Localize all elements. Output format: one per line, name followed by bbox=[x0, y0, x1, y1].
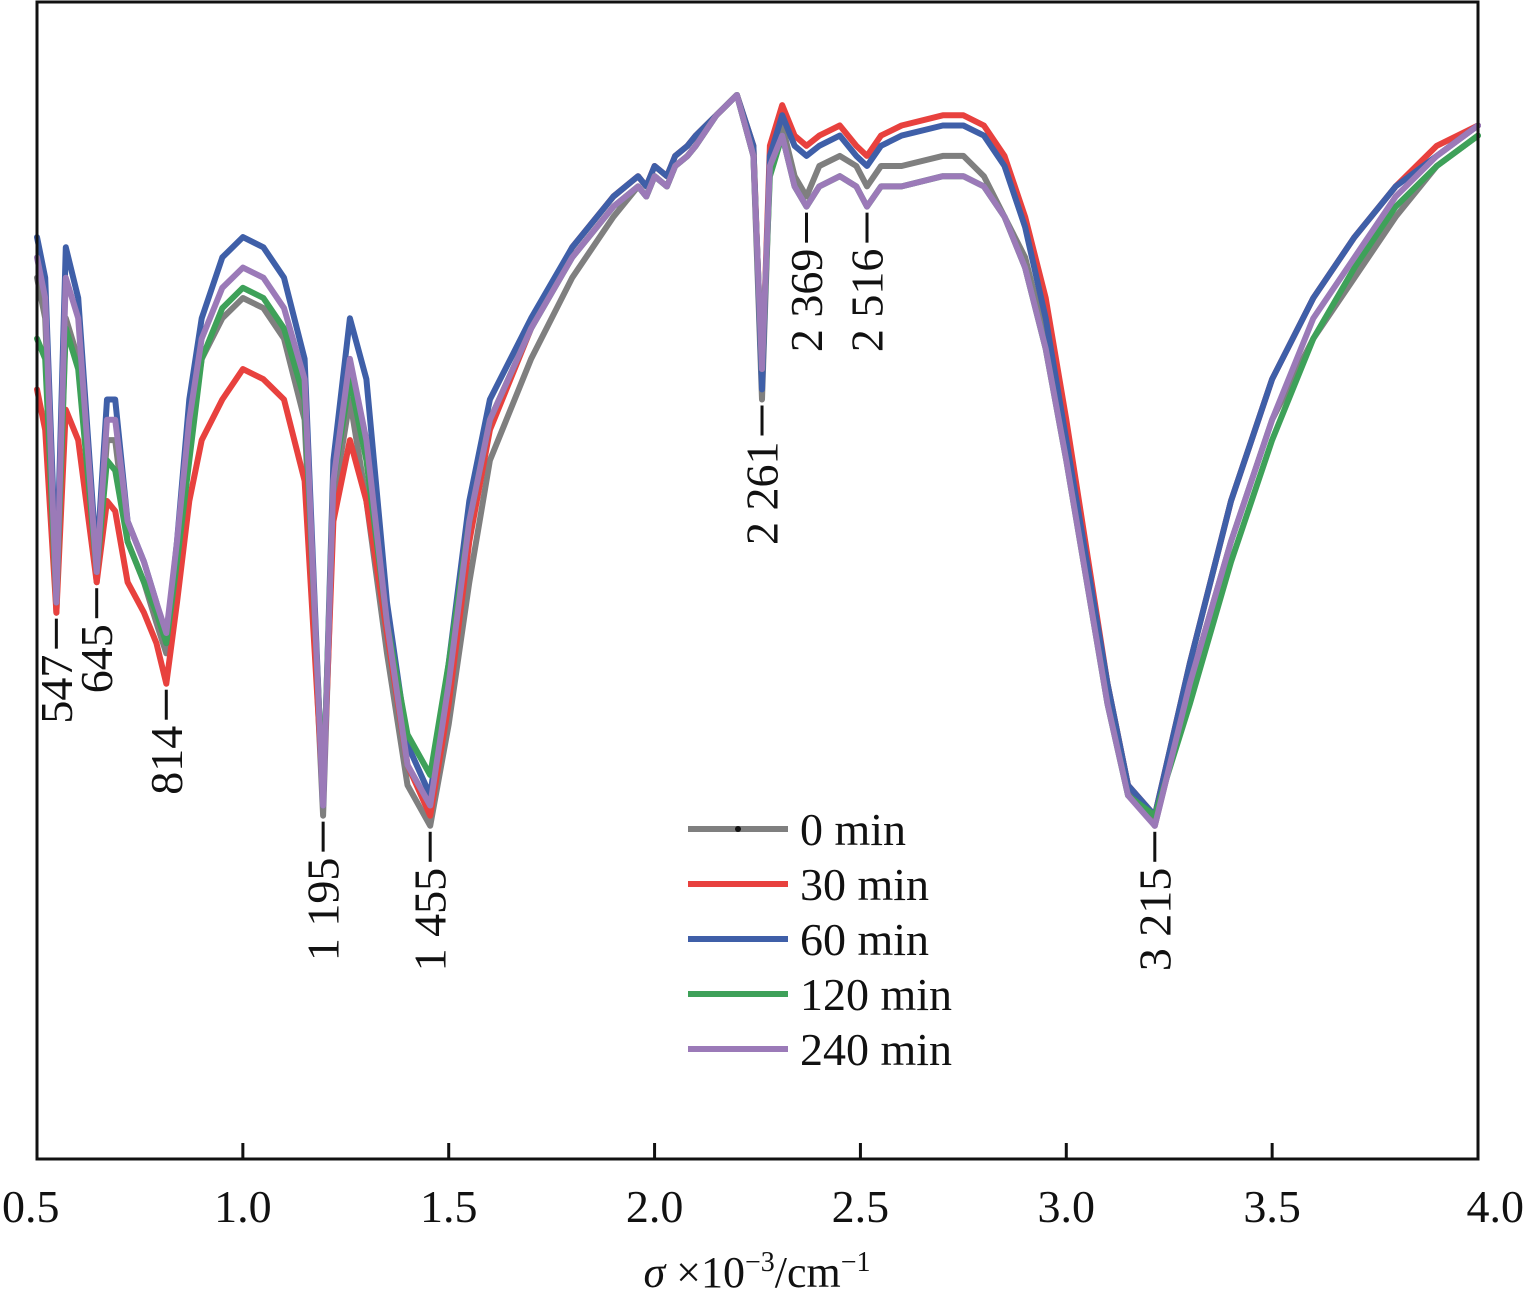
legend-label-2: 60 min bbox=[800, 914, 929, 965]
x-tick-label-2: 1.5 bbox=[420, 1181, 478, 1232]
peak-label-2: 814 bbox=[141, 726, 192, 795]
legend-label-0: 0 min bbox=[800, 804, 906, 855]
x-tick-label-5: 3.0 bbox=[1038, 1181, 1096, 1232]
legend-marker-3 bbox=[735, 991, 741, 997]
x-tick-label-4: 2.5 bbox=[832, 1181, 890, 1232]
legend-label-3: 120 min bbox=[800, 969, 952, 1020]
x-axis-scale: ×10 bbox=[665, 1248, 745, 1294]
peak-label-4: 1 455 bbox=[405, 868, 456, 972]
peak-label-3: 1 195 bbox=[298, 858, 349, 962]
peak-label-0: 547 bbox=[31, 655, 82, 724]
series-layer bbox=[34, 92, 1481, 829]
x-tick-label-7: 4.0 bbox=[1467, 1181, 1525, 1232]
legend-marker-4 bbox=[735, 1046, 741, 1052]
x-tick-label-1: 1.0 bbox=[214, 1181, 272, 1232]
legend-marker-0 bbox=[735, 826, 741, 832]
x-axis: 0.5 1.0 1.5 2.0 2.5 3.0 3.5 4.0 bbox=[2, 1143, 1524, 1232]
peak-label-8: 3 215 bbox=[1129, 868, 1180, 972]
peak-label-6: 2 369 bbox=[781, 249, 832, 353]
legend-marker-2 bbox=[735, 936, 741, 942]
x-axis-unit-exponent: −1 bbox=[841, 1247, 871, 1278]
x-tick-label-3: 2.0 bbox=[626, 1181, 684, 1232]
legend-marker-1 bbox=[735, 881, 741, 887]
legend-label-1: 30 min bbox=[800, 859, 929, 910]
x-axis-unit: /cm bbox=[775, 1248, 841, 1294]
x-tick-label-0: 0.5 bbox=[2, 1181, 60, 1232]
x-axis-title: σ ×10−3/cm−1 bbox=[643, 1247, 870, 1294]
peak-label-1: 645 bbox=[71, 624, 122, 693]
x-axis-scale-exponent: −3 bbox=[745, 1247, 775, 1278]
x-axis-symbol: σ bbox=[643, 1248, 667, 1294]
peak-label-7: 2 516 bbox=[842, 249, 893, 353]
x-tick-label-6: 3.5 bbox=[1243, 1181, 1301, 1232]
plot-frame bbox=[35, 0, 1480, 1161]
series-line-4 bbox=[34, 92, 1481, 829]
peak-label-5: 2 261 bbox=[737, 442, 788, 546]
legend-label-4: 240 min bbox=[800, 1024, 952, 1075]
